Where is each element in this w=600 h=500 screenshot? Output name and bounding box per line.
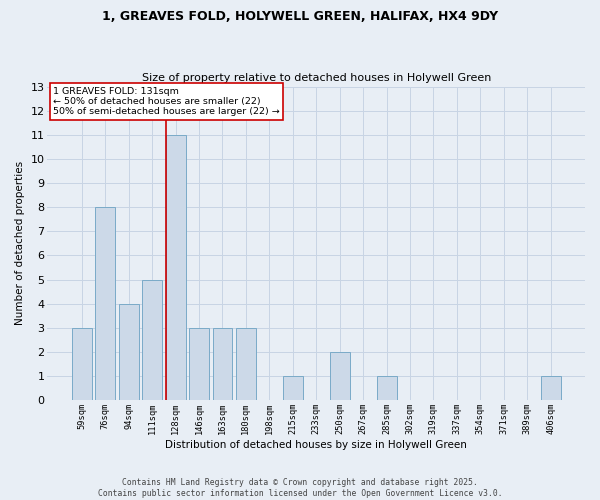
Bar (236, 328, 256, 400)
Bar (95, 207, 115, 400)
Bar (283, 376, 303, 400)
Bar (541, 376, 560, 400)
Title: Size of property relative to detached houses in Holywell Green: Size of property relative to detached ho… (142, 73, 491, 83)
Bar (330, 352, 350, 400)
Text: 1 GREAVES FOLD: 131sqm
← 50% of detached houses are smaller (22)
50% of semi-det: 1 GREAVES FOLD: 131sqm ← 50% of detached… (53, 86, 280, 117)
Bar (72, 328, 92, 400)
X-axis label: Distribution of detached houses by size in Holywell Green: Distribution of detached houses by size … (165, 440, 467, 450)
Y-axis label: Number of detached properties: Number of detached properties (15, 162, 25, 326)
Bar (119, 304, 139, 400)
Bar (212, 328, 232, 400)
Bar (166, 135, 185, 400)
Text: 1, GREAVES FOLD, HOLYWELL GREEN, HALIFAX, HX4 9DY: 1, GREAVES FOLD, HOLYWELL GREEN, HALIFAX… (102, 10, 498, 23)
Bar (377, 376, 397, 400)
Bar (142, 280, 162, 400)
Text: Contains HM Land Registry data © Crown copyright and database right 2025.
Contai: Contains HM Land Registry data © Crown c… (98, 478, 502, 498)
Bar (189, 328, 209, 400)
